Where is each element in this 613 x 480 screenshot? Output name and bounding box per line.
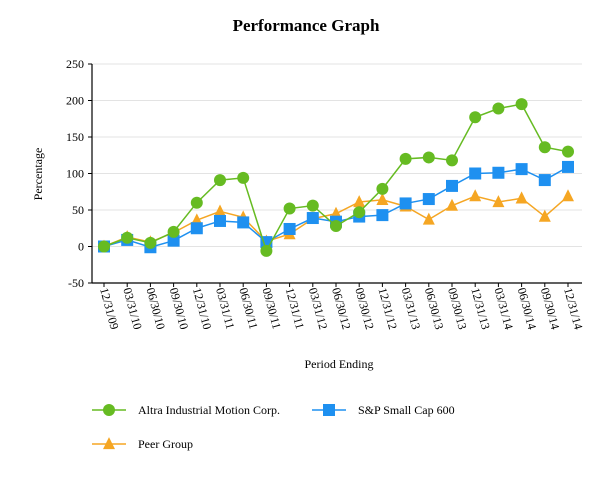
square-marker — [515, 163, 528, 176]
x-tick-label: 12/31/13 — [468, 286, 493, 331]
triangle-marker — [103, 437, 115, 450]
circle-marker — [376, 182, 389, 195]
circle-marker — [399, 152, 412, 165]
x-tick-label: 09/30/13 — [445, 286, 470, 331]
circle-marker — [353, 206, 366, 219]
triangle-marker — [538, 209, 551, 222]
circle-marker — [121, 231, 134, 244]
circle-marker — [190, 196, 203, 209]
triangle-marker — [492, 195, 505, 208]
x-tick-label: 09/30/14 — [538, 286, 563, 331]
square-marker — [323, 404, 335, 416]
triangle-marker — [376, 192, 389, 205]
square-marker — [167, 234, 180, 247]
y-tick-label: 250 — [66, 57, 84, 71]
legend-label: S&P Small Cap 600 — [358, 403, 455, 417]
triangle-marker — [515, 191, 528, 204]
triangle-marker — [562, 189, 574, 202]
x-tick-label: 06/30/11 — [236, 286, 260, 330]
square-marker — [562, 160, 574, 173]
x-tick-label: 12/31/12 — [376, 286, 401, 331]
circle-marker — [446, 154, 458, 167]
square-marker — [214, 214, 226, 227]
x-tick-label: 06/30/10 — [144, 286, 169, 331]
circle-marker — [237, 171, 250, 184]
x-tick-label: 09/30/11 — [260, 286, 284, 330]
square-marker — [538, 174, 551, 187]
x-tick-label: 09/30/12 — [352, 286, 377, 331]
square-marker — [422, 193, 435, 206]
circle-marker — [103, 404, 115, 416]
x-tick-label: 03/31/14 — [492, 286, 517, 331]
triangle-marker — [446, 198, 458, 211]
x-tick-label: 03/31/11 — [213, 286, 237, 330]
circle-marker — [214, 174, 226, 187]
square-marker — [446, 179, 458, 192]
y-tick-label: 150 — [66, 130, 84, 144]
circle-marker — [469, 111, 482, 124]
legend-item: Altra Industrial Motion Corp. — [92, 403, 280, 417]
circle-marker — [422, 151, 435, 164]
circle-marker — [330, 220, 342, 233]
axes: -5005010015020025012/31/0903/31/1006/30/… — [66, 57, 586, 331]
grid-lines — [92, 63, 582, 284]
y-tick-label: -50 — [68, 276, 84, 290]
circle-marker — [515, 98, 528, 111]
series-circle-group — [98, 98, 574, 257]
x-tick-label: 03/31/10 — [120, 286, 145, 331]
x-tick-label: 03/31/12 — [306, 286, 331, 331]
square-marker — [399, 197, 412, 210]
square-marker — [492, 166, 505, 179]
square-marker — [190, 222, 203, 235]
x-tick-label: 12/31/09 — [97, 286, 122, 331]
x-tick-label: 12/31/14 — [561, 286, 586, 331]
x-tick-label: 06/30/14 — [515, 286, 540, 331]
legend: Altra Industrial Motion Corp. S&P Small C… — [92, 403, 455, 451]
triangle-marker — [353, 195, 366, 208]
legend-label: Peer Group — [138, 437, 193, 451]
square-marker — [469, 167, 482, 180]
series-layer — [98, 98, 574, 257]
square-marker — [306, 212, 319, 225]
y-tick-label: 0 — [78, 240, 84, 254]
circle-marker — [167, 225, 180, 238]
x-tick-label: 12/31/10 — [190, 286, 215, 331]
triangle-marker — [214, 204, 226, 217]
triangle-marker — [422, 212, 435, 225]
circle-marker — [98, 240, 110, 253]
y-tick-label: 200 — [66, 94, 84, 108]
x-tick-label: 06/30/13 — [422, 286, 447, 331]
circle-marker — [538, 141, 551, 154]
circle-marker — [562, 145, 574, 158]
x-tick-label: 12/31/11 — [283, 286, 307, 330]
y-tick-label: 50 — [72, 203, 84, 217]
circle-marker — [283, 202, 296, 215]
circle-marker — [260, 244, 273, 257]
circle-marker — [144, 236, 157, 249]
x-axis-label: Period Ending — [305, 357, 374, 371]
circle-marker — [306, 199, 319, 212]
square-marker — [237, 216, 250, 229]
triangle-marker — [469, 189, 482, 202]
square-marker — [283, 222, 296, 235]
y-tick-label: 100 — [66, 167, 84, 181]
legend-item: Peer Group — [92, 437, 193, 451]
x-tick-label: 09/30/10 — [167, 286, 192, 331]
square-marker — [376, 209, 389, 222]
legend-label: Altra Industrial Motion Corp. — [138, 403, 280, 417]
chart-title: Performance Graph — [233, 16, 380, 35]
x-tick-label: 06/30/12 — [329, 286, 354, 331]
x-tick-label: 03/31/13 — [399, 286, 424, 331]
circle-marker — [492, 102, 505, 115]
legend-item: S&P Small Cap 600 — [312, 403, 455, 417]
y-axis-label: Percentage — [31, 148, 45, 201]
